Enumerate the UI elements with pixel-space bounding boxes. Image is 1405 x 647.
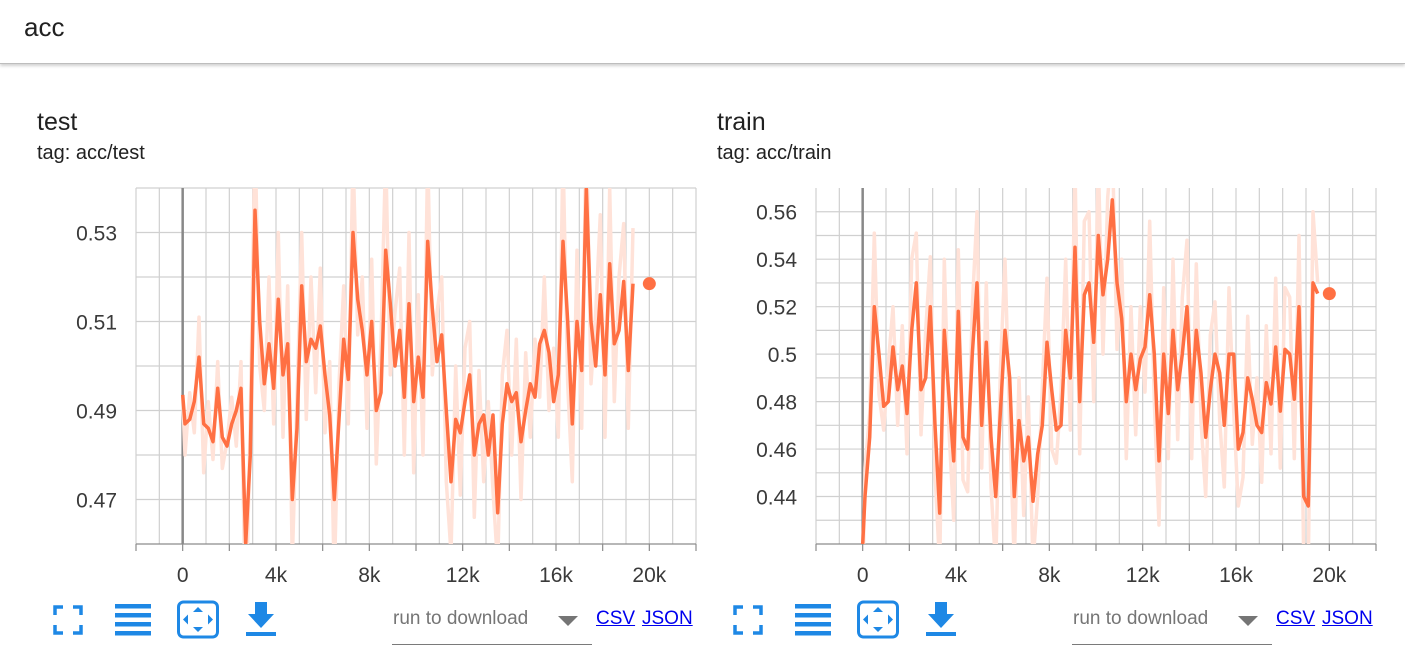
line-chart-train[interactable]: 0 4k 8k 12k 16k 20k 0.44 0.46 0.48 0.5 0.52 0.54 0.5…	[680, 180, 1377, 600]
x-tick-label: 20k	[1312, 564, 1346, 587]
select-placeholder: run to download	[393, 608, 529, 629]
csv-link[interactable]: CSV	[596, 608, 636, 629]
json-link[interactable]: JSON	[642, 608, 693, 629]
toggle-log-icon	[115, 604, 151, 636]
toggle-log-scale-button[interactable]	[793, 600, 833, 640]
chevron-down-icon	[558, 616, 578, 626]
last-point-marker	[1322, 287, 1336, 301]
x-tick-label: 12k	[1126, 564, 1160, 587]
chart-card-train: train tag: acc/train 0 4k 8k 12k 16k 20k 0.44 0…	[680, 100, 1377, 647]
fullscreen-icon	[53, 605, 83, 635]
y-tick-label: 0.49	[76, 401, 117, 424]
download-icon	[246, 602, 276, 636]
plot-area	[180, 188, 635, 544]
run-to-download-select[interactable]: run to download	[392, 602, 592, 645]
fullscreen-button[interactable]	[728, 600, 768, 640]
y-tick-label: 0.54	[756, 249, 797, 272]
x-tick-label: 16k	[1219, 564, 1253, 587]
fit-domain-button[interactable]	[857, 600, 899, 640]
x-tick-label: 20k	[632, 564, 666, 587]
smoothed-series-line	[180, 188, 635, 544]
x-tick-label: 0	[177, 564, 189, 587]
x-tick-label: 4k	[265, 564, 288, 587]
y-tick-label: 0.52	[756, 297, 797, 320]
card-title: test	[37, 108, 78, 136]
toggle-log-icon	[795, 604, 831, 636]
csv-link[interactable]: CSV	[1276, 608, 1316, 629]
x-tick-label: 12k	[446, 564, 480, 587]
chart-card-test: test tag: acc/test 0 4k 8k 12k 16k 20k 0.47 0.4…	[0, 100, 697, 647]
fullscreen-icon	[733, 605, 763, 635]
download-icon	[926, 602, 956, 636]
download-button[interactable]	[921, 600, 961, 640]
card-tag: tag: acc/test	[37, 142, 145, 164]
fullscreen-button[interactable]	[48, 600, 88, 640]
y-tick-label: 0.51	[76, 312, 117, 335]
json-link[interactable]: JSON	[1322, 608, 1373, 629]
raw-series-line	[861, 188, 1320, 544]
plot-area	[860, 188, 1320, 544]
x-tick-label: 8k	[1038, 564, 1061, 587]
card-title: train	[717, 108, 766, 136]
toggle-log-scale-button[interactable]	[113, 600, 153, 640]
card-tag: tag: acc/train	[717, 142, 832, 164]
y-tick-label: 0.48	[756, 392, 797, 415]
fit-domain-icon	[177, 600, 219, 639]
last-point-marker	[642, 277, 656, 291]
y-tick-label: 0.47	[76, 490, 117, 513]
run-to-download-select[interactable]: run to download	[1072, 602, 1272, 645]
x-tick-label: 16k	[539, 564, 573, 587]
download-button[interactable]	[241, 600, 281, 640]
y-tick-label: 0.46	[756, 439, 797, 462]
x-tick-label: 8k	[358, 564, 381, 587]
select-placeholder: run to download	[1073, 608, 1209, 629]
x-tick-label: 4k	[945, 564, 968, 587]
fit-domain-button[interactable]	[177, 600, 219, 640]
line-chart-test[interactable]: 0 4k 8k 12k 16k 20k 0.47 0.49 0.51 0.53	[0, 180, 697, 600]
fit-domain-icon	[857, 600, 899, 639]
x-tick-label: 0	[857, 564, 869, 587]
y-tick-label: 0.56	[756, 202, 797, 225]
y-tick-label: 0.5	[768, 344, 797, 367]
chevron-down-icon	[1238, 616, 1258, 626]
smoothed-series-line	[860, 198, 1320, 544]
y-tick-label: 0.53	[76, 223, 117, 246]
y-tick-label: 0.44	[756, 487, 797, 510]
group-title: acc	[24, 12, 65, 42]
top-bar: acc	[0, 0, 1405, 64]
